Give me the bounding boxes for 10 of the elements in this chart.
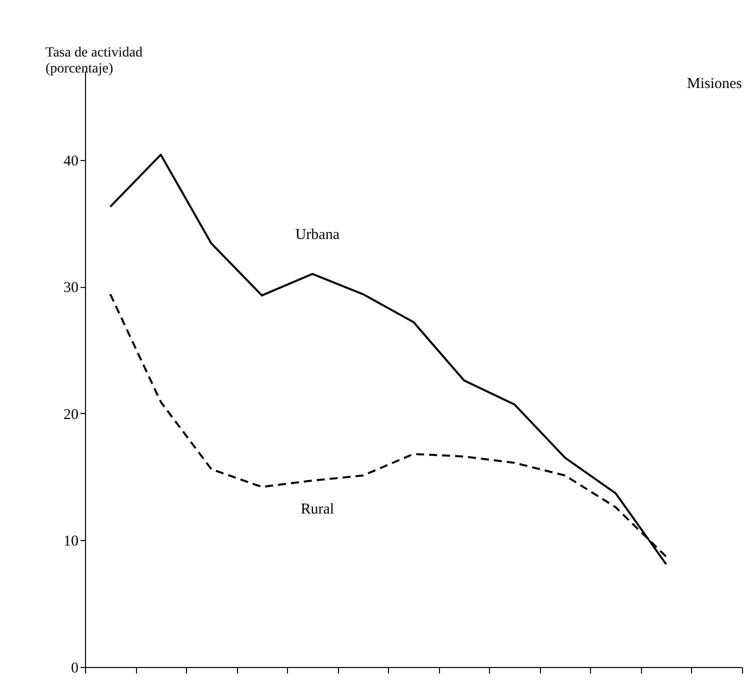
y-tick-label: 30 <box>64 280 78 296</box>
y-tick-label: 20 <box>64 406 78 423</box>
y-tick-label: 0 <box>71 660 78 676</box>
text: Urbana <box>295 226 340 243</box>
y-tick-label: 40 <box>64 153 78 170</box>
line-series <box>109 154 668 566</box>
y-axis-title: Tasa de actividad (porcentaje) <box>46 46 142 76</box>
annotation: Misiones <box>686 76 742 92</box>
y-tick-label: 10 <box>64 534 78 550</box>
series-label: Rural <box>300 502 334 518</box>
